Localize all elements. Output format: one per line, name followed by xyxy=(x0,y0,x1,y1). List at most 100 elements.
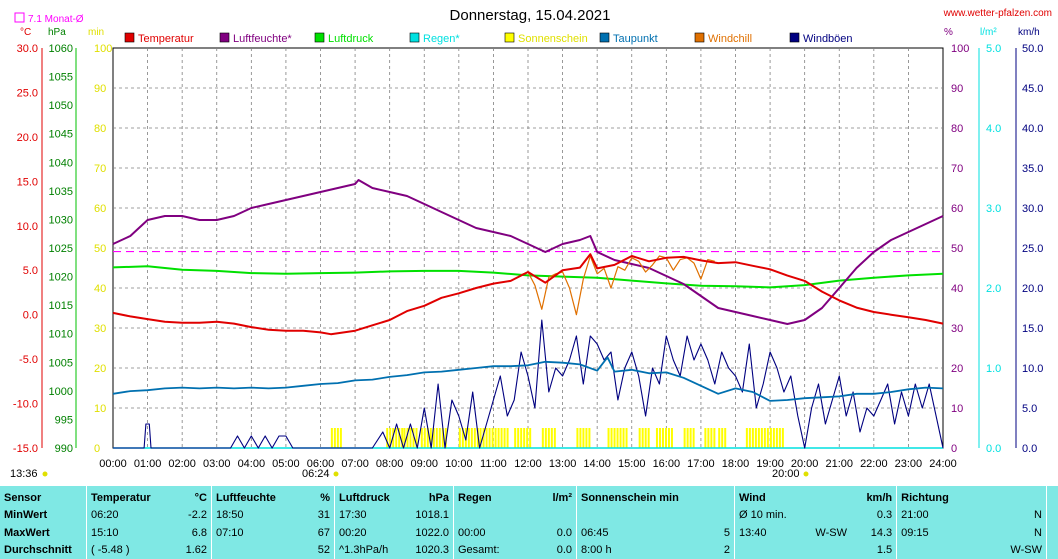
chart-title: Donnerstag, 15.04.2021 xyxy=(450,7,611,24)
sunshine-bar xyxy=(616,428,619,448)
sunshine-bar xyxy=(458,428,461,448)
sunshine-bar xyxy=(503,428,506,448)
stats-max-rain-val: 0.0 xyxy=(556,526,572,539)
rain-tick-label: 0.0 xyxy=(986,443,1001,455)
sunshine-bar xyxy=(718,428,721,448)
x-tick-label: 12:00 xyxy=(514,458,542,470)
pressure-tick-label: 1060 xyxy=(49,43,73,55)
sunshine-tick-label: 0 xyxy=(94,443,100,455)
stats-max-hum-time: 07:10 xyxy=(211,524,288,542)
sunshine-bar xyxy=(550,428,553,448)
x-tick-label: 24:00 xyxy=(929,458,957,470)
wind-tick-label: 10.0 xyxy=(1022,363,1043,375)
sunshine-bar xyxy=(760,428,763,448)
sunshine-bar xyxy=(444,428,447,448)
humidity-tick-label: 90 xyxy=(951,83,963,95)
temperature-tick-label: 10.0 xyxy=(17,221,38,233)
humidity-tick-label: 70 xyxy=(951,163,963,175)
wind-tick-label: 15.0 xyxy=(1022,323,1043,335)
x-tick-label: 18:00 xyxy=(722,458,750,470)
stats-avg-temp-time: ( -5.48 ) xyxy=(86,541,163,559)
stats-max-dir-time: 09:15 xyxy=(896,524,968,542)
sunshine-tick-label: 50 xyxy=(94,243,106,255)
stats-header-wind-unit: km/h xyxy=(866,491,893,504)
sunshine-bar xyxy=(520,428,523,448)
humidity-line xyxy=(112,179,944,325)
stats-max-temp-time: 15:10 xyxy=(86,524,163,542)
sunshine-bar xyxy=(389,428,392,448)
stats-max-row: MaxWert 15:10 6.8 07:10 67 00:20 1022.0 … xyxy=(0,524,1058,542)
humidity-tick-label: 10 xyxy=(951,403,963,415)
sunshine-tick-label: 30 xyxy=(94,323,106,335)
stats-header-rain-unit: l/m² xyxy=(552,491,572,504)
sunshine-bar xyxy=(641,428,644,448)
sunshine-bar xyxy=(751,428,754,448)
x-tick-label: 06:00 xyxy=(307,458,335,470)
stats-max-label: MaxWert xyxy=(4,526,50,539)
sunshine-bar xyxy=(724,428,727,448)
stats-header-wind: Wind xyxy=(733,486,791,507)
pressure-tick-label: 1045 xyxy=(49,129,73,141)
x-tick-label: 00:00 xyxy=(99,458,127,470)
stats-empty-cell xyxy=(1046,486,1058,507)
sunshine-bar xyxy=(613,428,616,448)
sunshine-bar xyxy=(420,428,423,448)
sunshine-bar xyxy=(514,428,517,448)
sunshine-bar xyxy=(576,428,579,448)
legend-label-temperature: Temperatur xyxy=(138,33,194,45)
temperature-tick-label: 20.0 xyxy=(17,132,38,144)
stats-header-hum-unit: % xyxy=(320,491,330,504)
sunshine-bar xyxy=(395,428,398,448)
sunshine-bar xyxy=(579,428,582,448)
x-tick-label: 10:00 xyxy=(445,458,473,470)
x-tick-label: 17:00 xyxy=(687,458,715,470)
sunshine-bar xyxy=(704,428,707,448)
stats-avg-wind-time xyxy=(733,541,791,559)
x-tick-label: 11:00 xyxy=(480,458,507,470)
stats-min-sun-val xyxy=(691,507,734,524)
x-tick-label: 05:00 xyxy=(272,458,300,470)
sunshine-tick-label: 40 xyxy=(94,283,106,295)
monthly-avg-label: 7.1 Monat-Ø xyxy=(28,14,84,25)
sunshine-bar xyxy=(638,428,641,448)
x-tick-label: 02:00 xyxy=(168,458,196,470)
wind-tick-label: 35.0 xyxy=(1022,163,1043,175)
sunshine-bar xyxy=(494,428,497,448)
sunshine-bar xyxy=(541,428,544,448)
rain-tick-label: 5.0 xyxy=(986,43,1001,55)
sunshine-bar xyxy=(429,428,432,448)
sunshine-bar xyxy=(339,428,342,448)
humidity-tick-label: 50 xyxy=(951,243,963,255)
stats-max-wind-val: 14.3 xyxy=(870,526,893,539)
sunshine-bar xyxy=(491,428,494,448)
sunshine-bar xyxy=(763,428,766,448)
legend-swatch-temperature xyxy=(124,32,135,43)
sunshine-bar xyxy=(330,428,333,448)
stats-max-sun-val: 5 xyxy=(723,526,730,539)
legend-swatch-sunshine xyxy=(504,32,515,43)
sunshine-bar xyxy=(713,428,716,448)
stats-min-press-val: 1018.1 xyxy=(415,509,449,522)
sunshine-bar xyxy=(506,428,509,448)
temperature-tick-label: 5.0 xyxy=(23,265,38,277)
stats-min-dir-time: 21:00 xyxy=(896,506,968,525)
sunshine-bar xyxy=(401,428,404,448)
current-sun-dot xyxy=(42,471,48,477)
rain-tick-label: 4.0 xyxy=(986,123,1001,135)
sunshine-unit-label: min xyxy=(88,27,104,38)
stats-header-row: Sensor Temperatur °C Luftfeuchte % Luftd… xyxy=(0,486,1058,507)
humidity-tick-label: 0 xyxy=(951,443,957,455)
x-tick-label: 08:00 xyxy=(376,458,404,470)
sunshine-bar xyxy=(473,428,476,448)
stats-max-press-time: 00:20 xyxy=(334,524,405,542)
temperature-tick-label: 0.0 xyxy=(23,310,38,322)
pressure-tick-label: 1050 xyxy=(49,100,73,112)
legend-label-dewpoint: Taupunkt xyxy=(613,33,658,45)
sunshine-bar xyxy=(485,428,488,448)
stats-avg-wind-dir xyxy=(791,542,851,559)
sunshine-bar xyxy=(403,428,406,448)
legend-swatch-pressure xyxy=(314,32,325,43)
x-tick-label: 13:00 xyxy=(549,458,577,470)
pressure-tick-label: 1030 xyxy=(49,214,73,226)
sunshine-bar xyxy=(526,428,529,448)
